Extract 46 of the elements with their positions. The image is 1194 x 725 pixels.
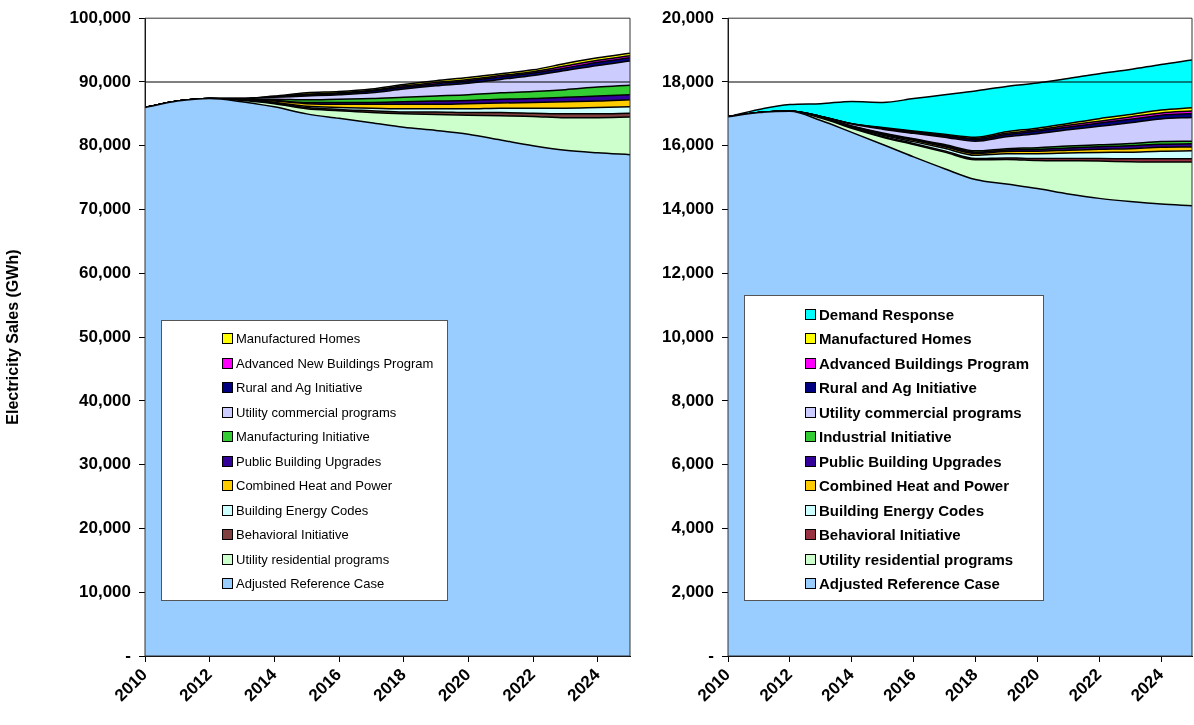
legend-label: Manufactured Homes (819, 330, 972, 348)
y-tick-label: 2,000 (671, 581, 714, 601)
y-tick-label: 4,000 (671, 518, 714, 538)
legend-label: Behavioral Initiative (236, 527, 349, 543)
legend-label: Demand Response (819, 305, 955, 323)
legend-label: Adjusted Reference Case (819, 575, 1000, 593)
y-tick-label: 10,000 (79, 581, 131, 601)
y-tick-label: 70,000 (79, 199, 131, 219)
y-tick-label: 10,000 (662, 326, 714, 346)
legend-label: Building Energy Codes (236, 502, 369, 518)
y-tick-label: 80,000 (79, 135, 131, 155)
legend-label: Public Building Upgrades (236, 453, 382, 469)
legend-label: Industrial Initiative (819, 428, 952, 446)
legend-label: Utility commercial programs (819, 403, 1022, 421)
y-tick-label: 6,000 (671, 454, 714, 474)
legend-label: Behavioral Initiative (819, 526, 961, 544)
y-tick-label: 50,000 (79, 326, 131, 346)
y-tick-label: 8,000 (671, 390, 714, 410)
legend-label: Manufactured Homes (236, 331, 361, 347)
y-tick-label: 14,000 (662, 199, 714, 219)
y-tick-label: - (708, 645, 714, 665)
y-tick-label: 18,000 (662, 71, 714, 91)
legend-label: Rural and Ag Initiative (236, 380, 363, 396)
y-tick-label: 20,000 (662, 7, 714, 27)
legend-label: Utility commercial programs (236, 404, 397, 420)
y-tick-label: 90,000 (79, 71, 131, 91)
y-tick-label: 20,000 (79, 518, 131, 538)
y-tick-label: 60,000 (79, 263, 131, 283)
y-tick-label: 100,000 (69, 7, 131, 27)
legend-label: Utility residential programs (819, 550, 1014, 568)
legend-label: Public Building Upgrades (819, 452, 1002, 470)
legend-label: Building Energy Codes (819, 501, 985, 519)
legend-label: Combined Heat and Power (819, 477, 1010, 495)
legend-label: Advanced Buildings Program (819, 354, 1030, 372)
legend-label: Utility residential programs (236, 551, 390, 567)
legend-label: Rural and Ag Initiative (819, 379, 977, 397)
legend-label: Advanced New Buildings Program (236, 355, 434, 371)
legend-label: Manufacturing Initiative (236, 429, 370, 445)
y-tick-label: 16,000 (662, 135, 714, 155)
legend-label: Combined Heat and Power (236, 478, 393, 494)
y-tick-label: 12,000 (662, 263, 714, 283)
y-axis-title: Electricity Sales (GWh) (4, 249, 22, 425)
y-tick-label: 40,000 (79, 390, 131, 410)
y-tick-label: 30,000 (79, 454, 131, 474)
y-tick-label: - (125, 645, 131, 665)
legend-label: Adjusted Reference Case (236, 576, 385, 592)
